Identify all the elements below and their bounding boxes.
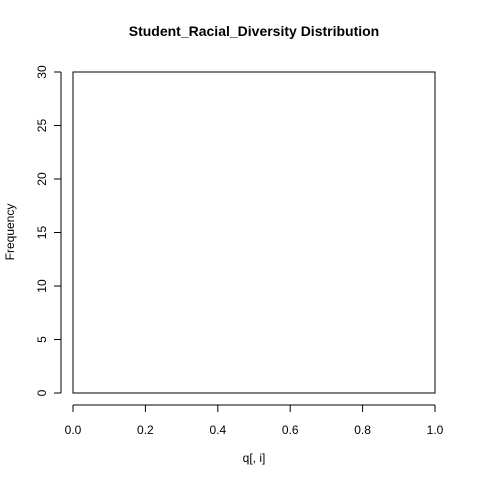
x-tick-label: 0.0 (65, 423, 82, 437)
x-tick-label: 0.8 (354, 423, 371, 437)
y-tick-label: 25 (35, 119, 49, 133)
x-tick-label: 1.0 (427, 423, 444, 437)
y-axis-title: Frequency (3, 204, 17, 261)
y-tick-label: 30 (35, 65, 49, 79)
x-axis-title: q[, i] (243, 451, 266, 465)
y-tick-label: 5 (35, 336, 49, 343)
plot-area-frame (72, 71, 436, 394)
y-tick-label: 15 (35, 226, 49, 240)
y-tick-label: 10 (35, 279, 49, 293)
x-axis: 0.0 0.2 0.4 0.6 0.8 1.0 (65, 404, 444, 437)
y-axis: 0 5 10 15 20 25 30 (35, 65, 62, 396)
x-tick-label: 0.4 (209, 423, 226, 437)
chart-title: Student_Racial_Diversity Distribution (129, 23, 380, 39)
y-tick-label: 0 (35, 389, 49, 396)
x-tick-label: 0.2 (137, 423, 154, 437)
x-tick-label: 0.6 (282, 423, 299, 437)
y-tick-label: 20 (35, 172, 49, 186)
